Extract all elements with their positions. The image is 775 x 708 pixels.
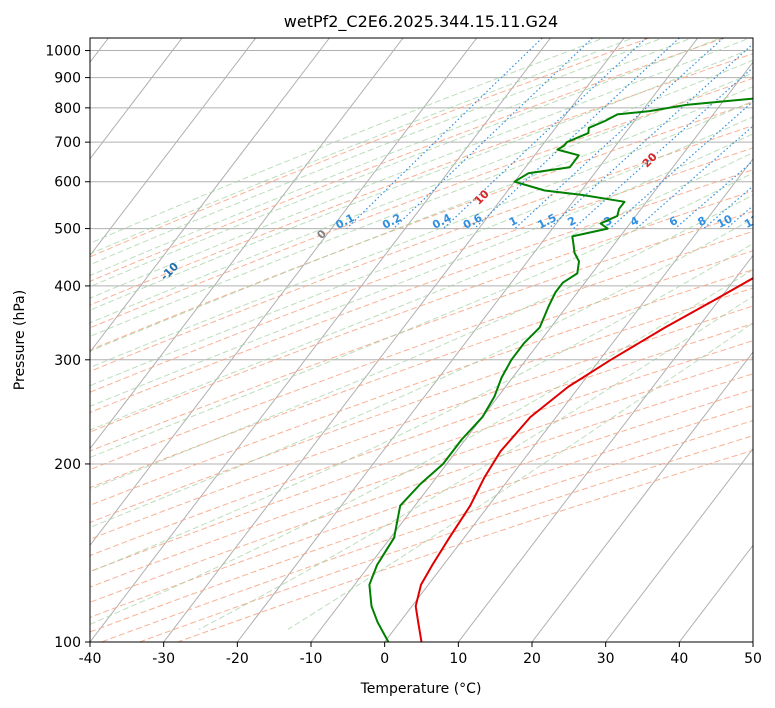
plot-frame	[89, 37, 754, 643]
dewpoint-profile-line	[368, 97, 753, 642]
moist-adiabats	[90, 38, 753, 630]
dry-adiabat-line	[90, 147, 753, 393]
mixing-ratio-line	[609, 100, 753, 230]
dry-adiabat-line	[90, 389, 753, 618]
x-tick-label: 50	[744, 651, 762, 667]
moist-adiabat-line	[90, 47, 753, 311]
moist-adiabat-line	[90, 100, 753, 369]
y-tick-label: 100	[54, 635, 81, 651]
moist-adiabat-line	[90, 38, 747, 299]
plot-area: 0.10.20.40.611.52346810131620253036-100-…	[90, 38, 762, 642]
moist-adiabat-line	[90, 194, 753, 491]
dry-adiabat-line	[90, 169, 753, 413]
isotherm-line	[90, 38, 551, 642]
moist-adiabat-line	[198, 295, 753, 630]
moist-adiabat-line	[90, 38, 689, 277]
dry-adiabat-line	[90, 340, 753, 572]
isotherm-grid	[90, 38, 753, 642]
dry-adiabat-line	[101, 420, 753, 642]
dry-adiabat-line	[177, 449, 753, 642]
dry-adiabat-line	[90, 190, 753, 433]
isotherm-line	[90, 38, 478, 547]
dry-adiabat-line	[90, 305, 753, 540]
moist-adiabat-line	[90, 152, 753, 431]
mixing-ratio-label: 13	[742, 212, 762, 231]
dry-adiabat-line	[90, 269, 753, 506]
moist-adiabat-line	[90, 72, 753, 337]
y-tick-label: 800	[54, 101, 81, 117]
isotherm-line	[90, 38, 183, 160]
x-tick-label: -30	[152, 651, 175, 667]
x-tick-label: 0	[380, 651, 389, 667]
dry-adiabat-line	[90, 250, 753, 489]
mixing-ratio-line	[346, 38, 543, 230]
x-tick-label: 30	[597, 651, 615, 667]
isotherm-line	[90, 38, 404, 450]
dry-adiabat-line	[90, 53, 753, 306]
moist-adiabat-line	[90, 38, 630, 255]
dry-adiabat-line	[90, 404, 753, 633]
y-tick-label: 1000	[45, 44, 81, 60]
mixing-ratio-lines	[346, 38, 753, 230]
dry-adiabat-line	[90, 77, 753, 329]
y-tick-label: 300	[54, 353, 81, 369]
x-tick-label: 10	[449, 651, 467, 667]
dry-adiabat-line	[90, 230, 753, 471]
mixing-ratio-line	[548, 43, 753, 230]
moist-adiabat-line	[90, 269, 753, 625]
x-tick-label: -40	[79, 651, 102, 667]
x-axis-label: Temperature (°C)	[360, 681, 482, 697]
sounding-series	[368, 97, 753, 642]
isotherm-line	[605, 447, 753, 642]
isotherm-line	[384, 157, 753, 642]
mixing-ratio-label: 10	[715, 212, 735, 231]
isobar-grid	[90, 50, 753, 642]
y-tick-label: 400	[54, 279, 81, 295]
mixing-ratio-line	[443, 38, 647, 230]
moist-adiabat-line	[90, 243, 753, 573]
y-axis: 100 200 300 400 500 600 700 800 900 1000	[45, 44, 90, 651]
dry-adiabat-line	[90, 124, 753, 372]
isotherm-line	[90, 38, 257, 257]
chart-title: wetPf2_C2E6.2025.344.15.11.G24	[284, 12, 558, 32]
isotherm-line	[531, 351, 753, 642]
moist-adiabat-line	[90, 172, 753, 459]
moist-adiabat-line	[90, 59, 753, 324]
x-tick-label: -10	[300, 651, 323, 667]
dry-adiabat-line	[90, 323, 753, 557]
dry-adiabat-line	[90, 101, 753, 351]
moist-adiabat-line	[90, 38, 718, 288]
moist-adiabat-line	[90, 38, 601, 244]
reference-line-labels: 0.10.20.40.611.52346810131620253036-100-…	[158, 150, 762, 283]
x-tick-label: -20	[226, 651, 249, 667]
x-axis: -40 -30 -20 -10 0 10 20 30 40 50	[79, 642, 762, 667]
y-tick-label: 200	[54, 457, 81, 473]
y-tick-label: 900	[54, 71, 81, 87]
y-tick-label: 500	[54, 222, 81, 238]
isotherm-line	[163, 38, 625, 642]
y-tick-label: 600	[54, 175, 81, 191]
isotherm-line	[457, 254, 753, 642]
dry-adiabat-line	[90, 373, 753, 603]
isotherm-line	[90, 38, 330, 353]
y-tick-label: 700	[54, 135, 81, 151]
moist-adiabat-line	[90, 133, 753, 407]
temperature-profile-line	[414, 277, 753, 642]
isotherm-line	[236, 38, 699, 642]
mixing-ratio-line	[635, 125, 753, 230]
x-tick-label: 40	[670, 651, 688, 667]
x-tick-label: 20	[523, 651, 541, 667]
dry-adiabats	[90, 38, 753, 642]
y-axis-label: Pressure (hPa)	[12, 290, 28, 390]
mixing-ratio-line	[473, 38, 680, 230]
